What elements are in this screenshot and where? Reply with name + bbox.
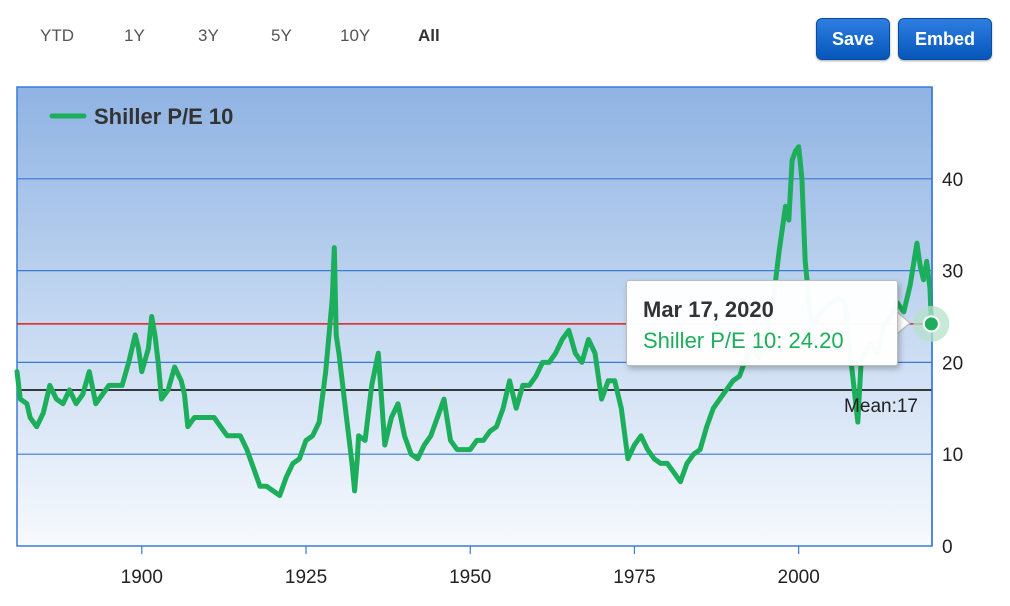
range-button-5y[interactable]: 5Y	[271, 26, 292, 45]
hover-marker-point	[922, 315, 940, 333]
legend: Shiller P/E 10	[49, 104, 233, 129]
tooltip-series-label: Shiller P/E 10	[643, 328, 777, 353]
tooltip-value: 24.20	[788, 328, 844, 353]
x-tick-label-1900: 1900	[121, 567, 163, 588]
range-button-ytd[interactable]: YTD	[40, 26, 74, 45]
range-button-1y[interactable]: 1Y	[124, 26, 145, 45]
y-tick-label-40: 40	[942, 170, 963, 191]
legend-label[interactable]: Shiller P/E 10	[94, 104, 233, 129]
series-line-shiller-pe	[14, 144, 934, 498]
range-selector: YTD 1Y 3Y 5Y 10Y All	[0, 0, 1010, 70]
series-layer	[14, 144, 934, 498]
save-button[interactable]: Save	[816, 18, 890, 60]
mean-label: Mean:17	[844, 396, 918, 417]
tooltip-value-line: Shiller P/E 10: 24.20	[643, 328, 844, 354]
tooltip: Mar 17, 2020 Shiller P/E 10: 24.20	[626, 280, 898, 366]
x-tick-label-1925: 1925	[285, 567, 327, 588]
range-button-3y[interactable]: 3Y	[198, 26, 219, 45]
tooltip-date: Mar 17, 2020	[643, 297, 774, 322]
hover-marker	[913, 305, 950, 342]
y-tick-label-10: 10	[942, 445, 963, 466]
tooltip-arrow-inner	[896, 312, 909, 334]
x-tick-label-2000: 2000	[778, 567, 820, 588]
tooltip-separator: :	[776, 328, 789, 353]
range-button-10y[interactable]: 10Y	[340, 26, 371, 45]
y-tick-label-0: 0	[942, 537, 953, 558]
y-tick-label-20: 20	[942, 353, 963, 374]
embed-button[interactable]: Embed	[898, 18, 992, 60]
y-tick-label-30: 30	[942, 262, 963, 283]
range-button-all[interactable]: All	[418, 26, 440, 45]
x-tick-label-1950: 1950	[449, 567, 491, 588]
x-tick-label-1975: 1975	[613, 567, 655, 588]
